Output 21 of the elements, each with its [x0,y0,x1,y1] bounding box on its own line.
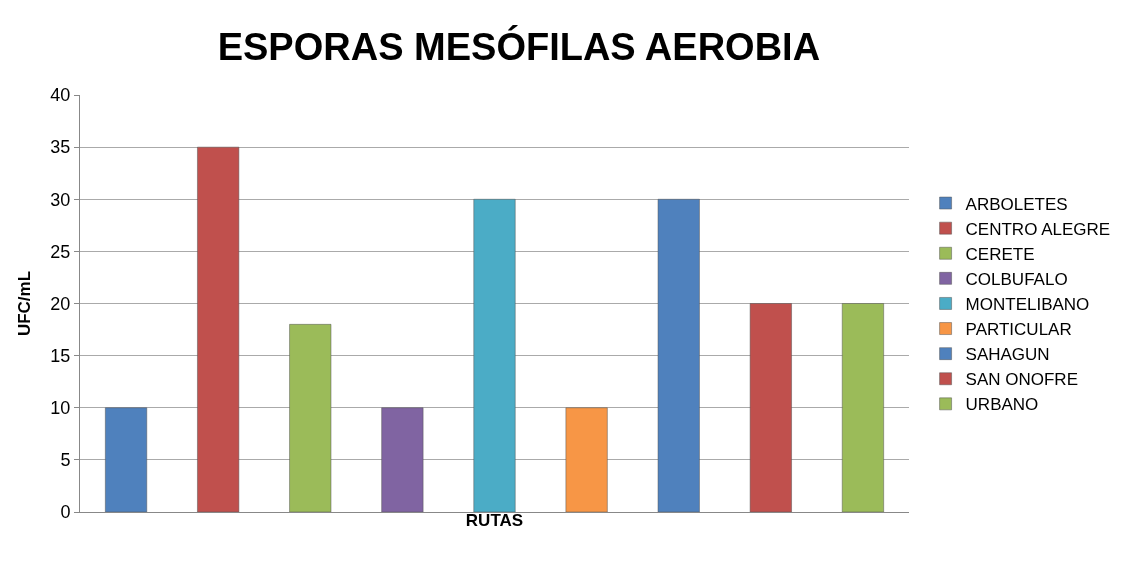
chart-title: ESPORAS MESÓFILAS AEROBIA [217,25,821,69]
y-tick-label: 15 [50,345,71,366]
y-tick-label: 25 [50,241,71,262]
x-axis-title: RUTAS [465,511,524,531]
y-tick-label: 20 [50,293,71,314]
y-tick-label: 10 [50,398,71,419]
y-tick-label: 5 [60,450,71,471]
y-tick-label: 35 [50,137,71,158]
legend-label: URBANO [965,395,1039,415]
y-tick-label: 30 [50,189,71,210]
legend-label: SAHAGUN [965,345,1050,365]
y-tick-label: 0 [60,502,71,523]
legend-label: PARTICULAR [965,320,1072,340]
y-tick-label: 40 [50,85,71,106]
legend-label: ARBOLETES [965,194,1068,214]
legend-label: COLBUFALO [965,269,1068,289]
legend-label: CERETE [965,244,1035,264]
legend-label: CENTRO ALEGRE [965,219,1111,239]
legend-label: MONTELIBANO [965,295,1090,315]
y-axis-title: UFC/mL [14,270,34,337]
legend-label: SAN ONOFRE [965,370,1078,390]
